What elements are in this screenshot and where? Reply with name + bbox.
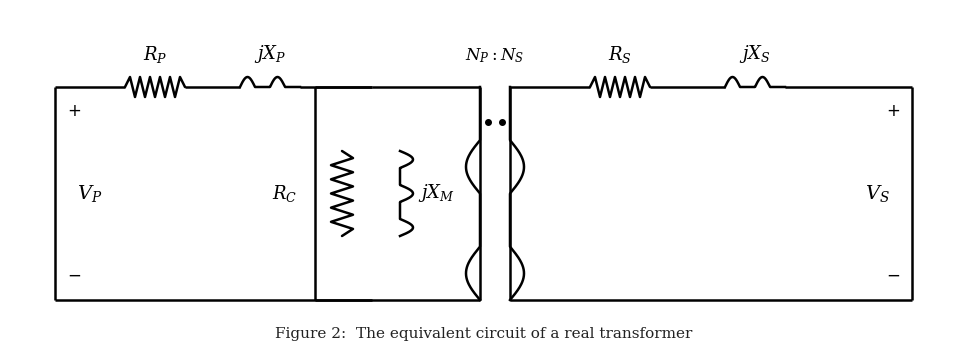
Text: −: − — [886, 267, 900, 285]
Text: $V_P$: $V_P$ — [77, 183, 103, 204]
Text: +: + — [67, 102, 81, 120]
Text: $jX_M$: $jX_M$ — [418, 182, 454, 205]
Text: $R_S$: $R_S$ — [608, 44, 632, 65]
Text: $V_S$: $V_S$ — [865, 183, 890, 204]
Text: −: − — [67, 267, 81, 285]
Text: $R_C$: $R_C$ — [272, 183, 297, 204]
Text: Figure 2:  The equivalent circuit of a real transformer: Figure 2: The equivalent circuit of a re… — [276, 327, 692, 341]
Text: $jX_P$: $jX_P$ — [253, 43, 286, 65]
Text: +: + — [886, 102, 900, 120]
Text: $N_P{:}N_S$: $N_P{:}N_S$ — [465, 46, 524, 65]
Text: $jX_S$: $jX_S$ — [739, 43, 771, 65]
Text: $R_P$: $R_P$ — [143, 44, 167, 65]
